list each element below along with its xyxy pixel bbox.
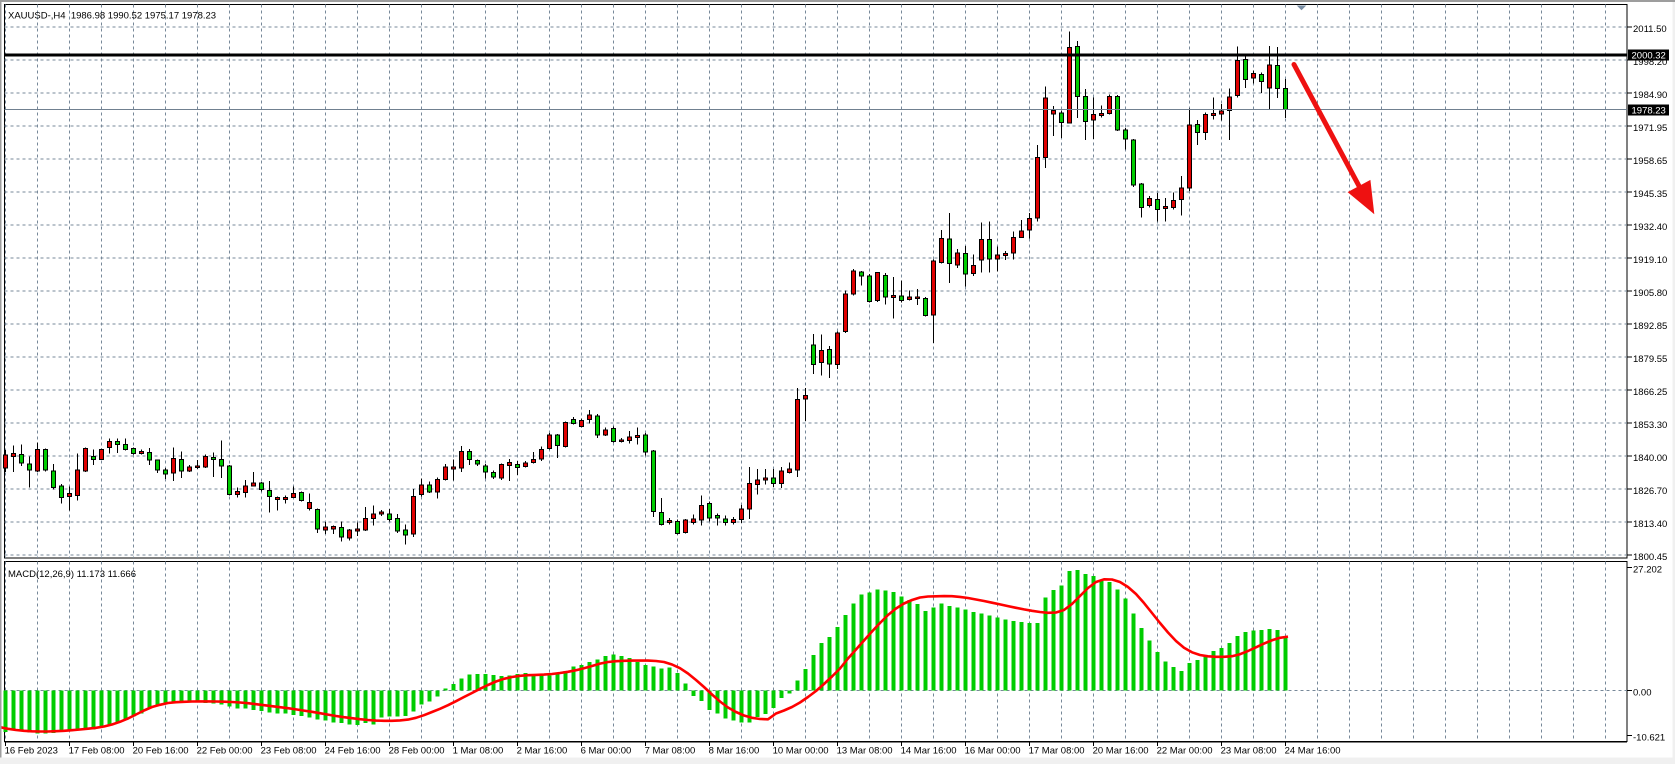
svg-text:1945.35: 1945.35 <box>1633 189 1667 200</box>
svg-text:6 Mar 00:00: 6 Mar 00:00 <box>581 746 632 757</box>
svg-text:23 Mar 08:00: 23 Mar 08:00 <box>1221 746 1277 757</box>
svg-text:20 Feb 16:00: 20 Feb 16:00 <box>133 746 189 757</box>
svg-text:17 Mar 08:00: 17 Mar 08:00 <box>1029 746 1085 757</box>
svg-text:27.202: 27.202 <box>1633 565 1662 576</box>
svg-text:7 Mar 08:00: 7 Mar 08:00 <box>645 746 696 757</box>
svg-text:1971.95: 1971.95 <box>1633 123 1667 134</box>
svg-text:1840.00: 1840.00 <box>1633 453 1667 464</box>
svg-text:14 Mar 16:00: 14 Mar 16:00 <box>901 746 957 757</box>
svg-text:8 Mar 16:00: 8 Mar 16:00 <box>709 746 760 757</box>
svg-text:1813.40: 1813.40 <box>1633 519 1667 530</box>
svg-text:2011.50: 2011.50 <box>1633 24 1667 35</box>
svg-text:23 Feb 08:00: 23 Feb 08:00 <box>261 746 317 757</box>
svg-text:1866.25: 1866.25 <box>1633 387 1667 398</box>
svg-text:24 Mar 16:00: 24 Mar 16:00 <box>1285 746 1341 757</box>
svg-text:1905.80: 1905.80 <box>1633 288 1667 299</box>
svg-text:0.00: 0.00 <box>1633 687 1652 698</box>
svg-text:XAUUSD-,H4 1986.98 1990.52 19: XAUUSD-,H4 1986.98 1990.52 1975.17 1978.… <box>8 11 216 22</box>
svg-text:1932.40: 1932.40 <box>1633 222 1667 233</box>
svg-text:1826.70: 1826.70 <box>1633 486 1667 497</box>
svg-text:1800.45: 1800.45 <box>1633 552 1667 563</box>
svg-text:24 Feb 16:00: 24 Feb 16:00 <box>325 746 381 757</box>
svg-text:1978.23: 1978.23 <box>1632 106 1666 117</box>
svg-text:1998.20: 1998.20 <box>1633 57 1667 68</box>
svg-text:13 Mar 08:00: 13 Mar 08:00 <box>837 746 893 757</box>
svg-text:2000.32: 2000.32 <box>1632 51 1666 62</box>
svg-text:1984.90: 1984.90 <box>1633 90 1667 101</box>
svg-text:2 Mar 16:00: 2 Mar 16:00 <box>517 746 568 757</box>
svg-text:17 Feb 08:00: 17 Feb 08:00 <box>69 746 125 757</box>
svg-text:28 Feb 00:00: 28 Feb 00:00 <box>389 746 445 757</box>
svg-text:MACD(12,26,9) 11.173 11.666: MACD(12,26,9) 11.173 11.666 <box>8 569 136 580</box>
svg-text:22 Mar 00:00: 22 Mar 00:00 <box>1157 746 1213 757</box>
svg-text:1853.30: 1853.30 <box>1633 420 1667 431</box>
svg-text:1892.85: 1892.85 <box>1633 321 1667 332</box>
svg-text:1 Mar 08:00: 1 Mar 08:00 <box>453 746 504 757</box>
svg-text:16 Feb 2023: 16 Feb 2023 <box>5 746 58 757</box>
svg-text:1879.55: 1879.55 <box>1633 354 1667 365</box>
svg-text:1919.10: 1919.10 <box>1633 255 1667 266</box>
svg-text:20 Mar 16:00: 20 Mar 16:00 <box>1093 746 1149 757</box>
svg-text:10 Mar 00:00: 10 Mar 00:00 <box>773 746 829 757</box>
svg-text:1958.65: 1958.65 <box>1633 156 1667 167</box>
svg-text:16 Mar 00:00: 16 Mar 00:00 <box>965 746 1021 757</box>
svg-text:-10.621: -10.621 <box>1633 733 1665 744</box>
svg-text:22 Feb 00:00: 22 Feb 00:00 <box>197 746 253 757</box>
